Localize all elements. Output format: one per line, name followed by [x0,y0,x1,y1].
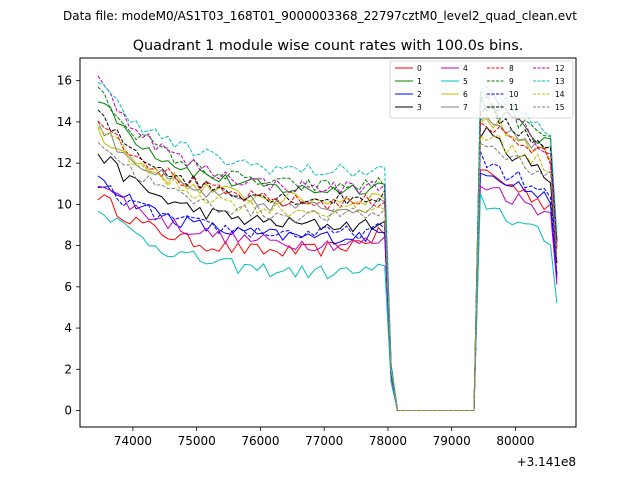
y-tick-label: 2 [64,362,72,376]
series-line-5 [97,193,558,411]
x-axis: 74000 75000 76000 77000 78000 79000 80000 [114,427,535,448]
x-tick-label: 76000 [241,434,279,448]
y-tick-label: 16 [57,74,72,88]
legend-label-9: 9 [509,77,514,86]
x-tick-label: 80000 [496,434,534,448]
series-line-15 [97,141,558,411]
legend-label-6: 6 [463,90,468,99]
y-tick-label: 14 [57,115,72,129]
x-tick-label: 78000 [369,434,407,448]
figure-suptitle: Data file: modeM0/AS1T03_168T01_90000033… [63,9,577,23]
y-tick-label: 4 [64,321,72,335]
x-tick-label: 74000 [114,434,152,448]
legend-label-3: 3 [417,103,422,112]
y-axis: 0 2 4 6 8 10 12 14 16 [57,74,80,418]
legend-label-12: 12 [555,64,565,73]
legend-label-11: 11 [509,103,519,112]
legend-label-2: 2 [417,90,422,99]
chart-title: Quadrant 1 module wise count rates with … [133,38,524,54]
y-tick-label: 6 [64,280,72,294]
legend-label-4: 4 [463,64,468,73]
legend-label-10: 10 [509,90,519,99]
x-offset-label: +3.141e8 [517,455,576,469]
series-line-2 [97,172,558,411]
series-line-13 [97,82,558,411]
x-tick-label: 77000 [305,434,343,448]
legend-box [389,60,574,119]
y-tick-label: 12 [57,156,72,170]
legend-label-1: 1 [417,77,422,86]
x-tick-label: 79000 [433,434,471,448]
series-line-4 [97,185,558,411]
y-tick-label: 10 [57,197,72,211]
axes-frame [79,57,577,428]
legend-label-0: 0 [417,64,422,73]
legend-label-8: 8 [509,64,514,73]
x-tick-label: 75000 [178,434,216,448]
y-tick-label: 8 [64,239,72,253]
series-line-14 [97,125,558,411]
legend-label-15: 15 [555,103,565,112]
legend-label-7: 7 [463,103,468,112]
legend-label-5: 5 [463,77,468,86]
legend-label-14: 14 [555,90,565,99]
y-tick-label: 0 [64,404,72,418]
legend-label-13: 13 [555,77,565,86]
